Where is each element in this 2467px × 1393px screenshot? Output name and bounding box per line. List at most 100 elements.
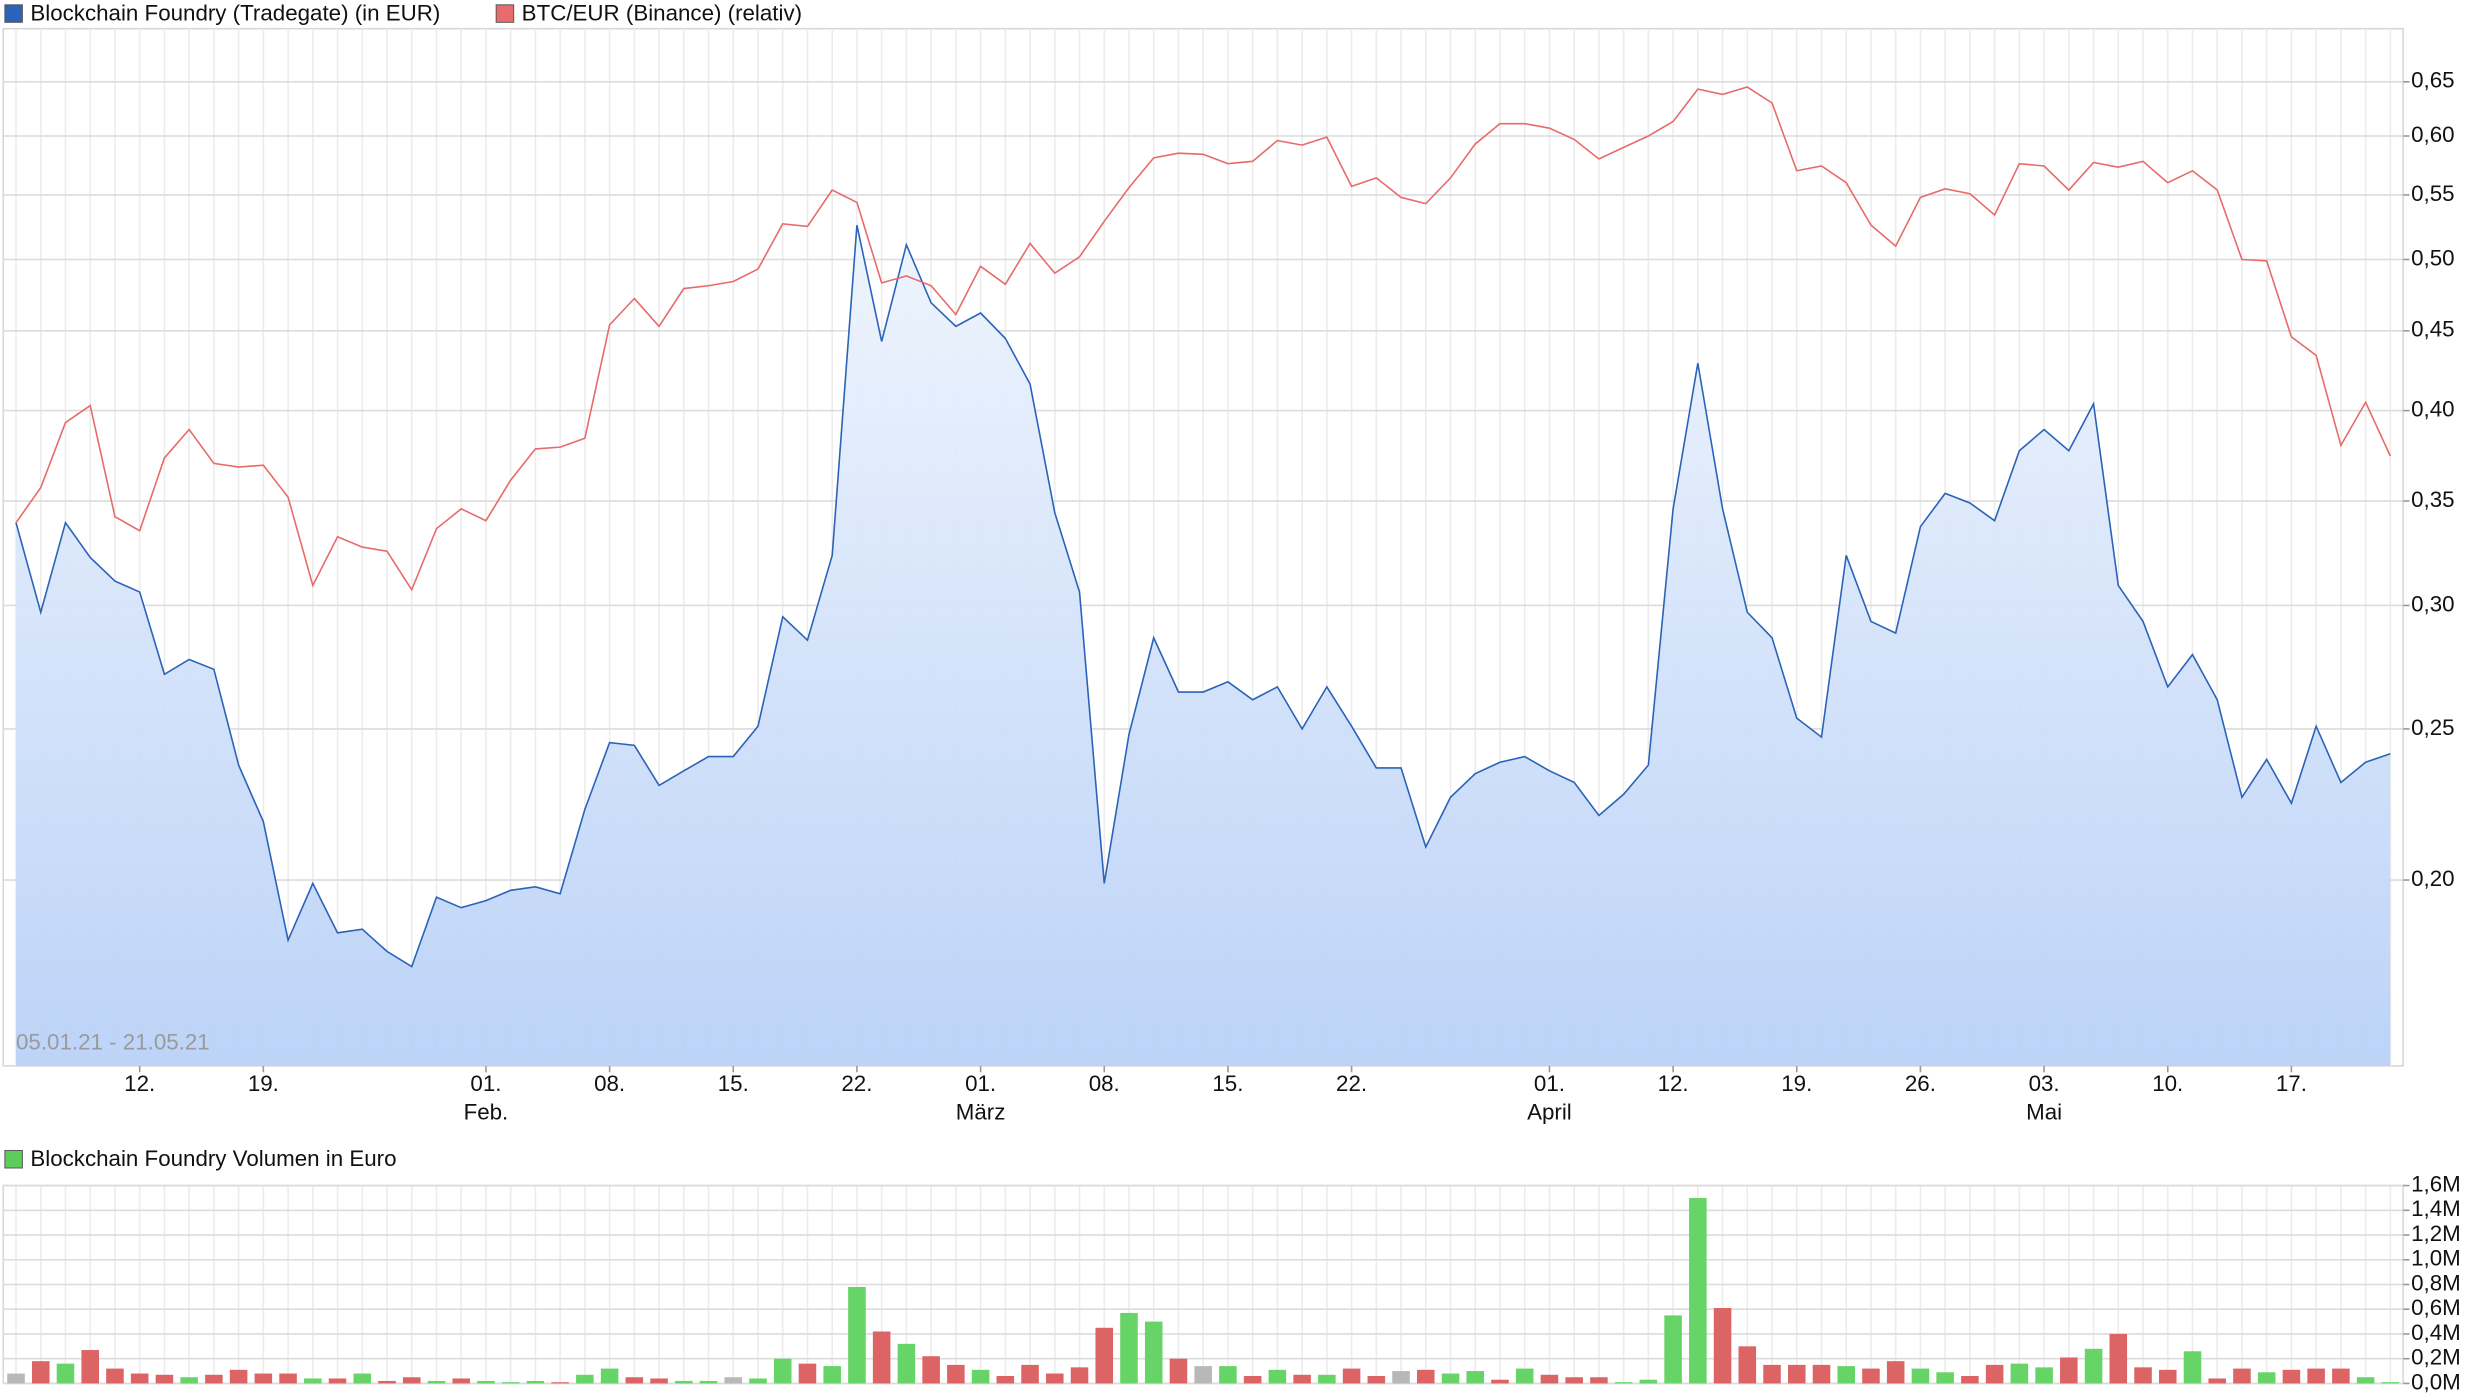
legend-label: BTC/EUR (Binance) (relativ) xyxy=(522,0,802,25)
bar xyxy=(452,1378,470,1384)
bar xyxy=(922,1356,940,1384)
y-tick-label: 1,6M xyxy=(2411,1171,2461,1196)
bar xyxy=(130,1373,149,1384)
x-month-label: Mai xyxy=(2026,1100,2062,1125)
bar xyxy=(2109,1333,2128,1384)
bar xyxy=(477,1380,495,1384)
bar xyxy=(2084,1348,2103,1384)
bar xyxy=(402,1377,421,1384)
legend-swatch xyxy=(4,1149,23,1169)
x-tick-label: 10. xyxy=(2152,1071,2183,1096)
x-tick-label: 01. xyxy=(965,1071,996,1096)
bar xyxy=(1565,1377,1583,1384)
bar xyxy=(1787,1364,1806,1384)
y-tick-label: 0,25 xyxy=(2411,715,2454,740)
bar xyxy=(1144,1321,1163,1384)
bar xyxy=(1763,1364,1781,1384)
x-month-label: März xyxy=(956,1100,1006,1125)
y-tick-label: 0,40 xyxy=(2411,397,2454,422)
x-tick-label: 26. xyxy=(1905,1071,1936,1096)
y-tick-label: 0,55 xyxy=(2411,181,2454,206)
legend-swatch xyxy=(495,4,515,23)
bar xyxy=(1046,1373,1064,1384)
y-tick-label: 0,20 xyxy=(2411,866,2454,891)
bar xyxy=(872,1331,891,1384)
y-tick-label: 0,0M xyxy=(2411,1369,2461,1393)
bar xyxy=(724,1377,743,1384)
bar xyxy=(2158,1369,2177,1384)
x-tick-label: 19. xyxy=(1781,1071,1812,1096)
bar xyxy=(378,1380,396,1384)
y-tick-label: 1,2M xyxy=(2411,1221,2461,1246)
bar xyxy=(947,1364,965,1384)
y-tick-label: 1,0M xyxy=(2411,1246,2461,1271)
x-tick-label: 22. xyxy=(841,1071,872,1096)
bar xyxy=(304,1378,322,1384)
bar xyxy=(56,1363,75,1384)
x-month-label: April xyxy=(1527,1100,1572,1125)
bar xyxy=(254,1373,273,1384)
y-tick-label: 0,35 xyxy=(2411,487,2454,512)
y-tick-label: 0,60 xyxy=(2411,122,2454,147)
bar xyxy=(1911,1368,1930,1384)
bar xyxy=(1367,1376,1386,1384)
y-tick-label: 0,45 xyxy=(2411,317,2454,342)
bar xyxy=(31,1361,50,1384)
bar xyxy=(848,1286,866,1384)
x-tick-label: 22. xyxy=(1336,1071,1367,1096)
y-tick-label: 0,8M xyxy=(2411,1270,2461,1295)
y-tick-label: 0,6M xyxy=(2411,1295,2461,1320)
date-range: 05.01.21 - 21.05.21 xyxy=(16,1029,210,1054)
bar xyxy=(1837,1366,1856,1384)
line xyxy=(15,86,2392,592)
bar xyxy=(576,1374,594,1384)
bar xyxy=(1540,1374,1559,1384)
bar xyxy=(1812,1364,1831,1384)
y-tick-label: 0,30 xyxy=(2411,591,2454,616)
bar xyxy=(279,1373,297,1384)
bar xyxy=(1466,1371,1485,1384)
bar xyxy=(180,1377,198,1384)
bar xyxy=(328,1378,347,1384)
bar xyxy=(1095,1327,1114,1384)
bar xyxy=(699,1380,718,1384)
bar xyxy=(749,1378,767,1384)
x-tick-label: 03. xyxy=(2029,1071,2060,1096)
line xyxy=(15,224,2391,968)
x-tick-label: 15. xyxy=(718,1071,749,1096)
bar xyxy=(7,1373,25,1384)
bar xyxy=(2208,1378,2226,1384)
bar xyxy=(1441,1373,1460,1384)
bar xyxy=(1219,1366,1237,1384)
bar xyxy=(823,1366,841,1384)
bar xyxy=(1862,1368,1880,1384)
x-tick-label: 08. xyxy=(594,1071,625,1096)
bar xyxy=(229,1369,248,1384)
bar xyxy=(1342,1368,1361,1384)
bar xyxy=(205,1374,223,1384)
legend-swatch xyxy=(4,4,23,23)
bar xyxy=(1590,1377,1608,1384)
bar xyxy=(2307,1368,2325,1384)
legend-label: Blockchain Foundry (Tradegate) (in EUR) xyxy=(30,0,440,25)
x-tick-label: 15. xyxy=(1212,1071,1243,1096)
x-month-label: Feb. xyxy=(464,1100,509,1125)
bar xyxy=(1689,1197,1707,1384)
x-tick-label: 17. xyxy=(2276,1071,2307,1096)
bar xyxy=(971,1369,990,1384)
bar xyxy=(501,1382,520,1384)
bar xyxy=(2332,1368,2350,1384)
x-tick-label: 01. xyxy=(1534,1071,1565,1096)
bar xyxy=(427,1380,446,1384)
legend-label: Blockchain Foundry Volumen in Euro xyxy=(30,1146,396,1171)
bar xyxy=(600,1368,619,1384)
bar xyxy=(1961,1376,1979,1384)
bar xyxy=(551,1382,569,1384)
bar xyxy=(106,1368,124,1384)
y-tick-label: 1,4M xyxy=(2411,1196,2461,1221)
bar xyxy=(1886,1361,1905,1384)
x-tick-label: 01. xyxy=(470,1071,501,1096)
bar xyxy=(1021,1364,1039,1384)
